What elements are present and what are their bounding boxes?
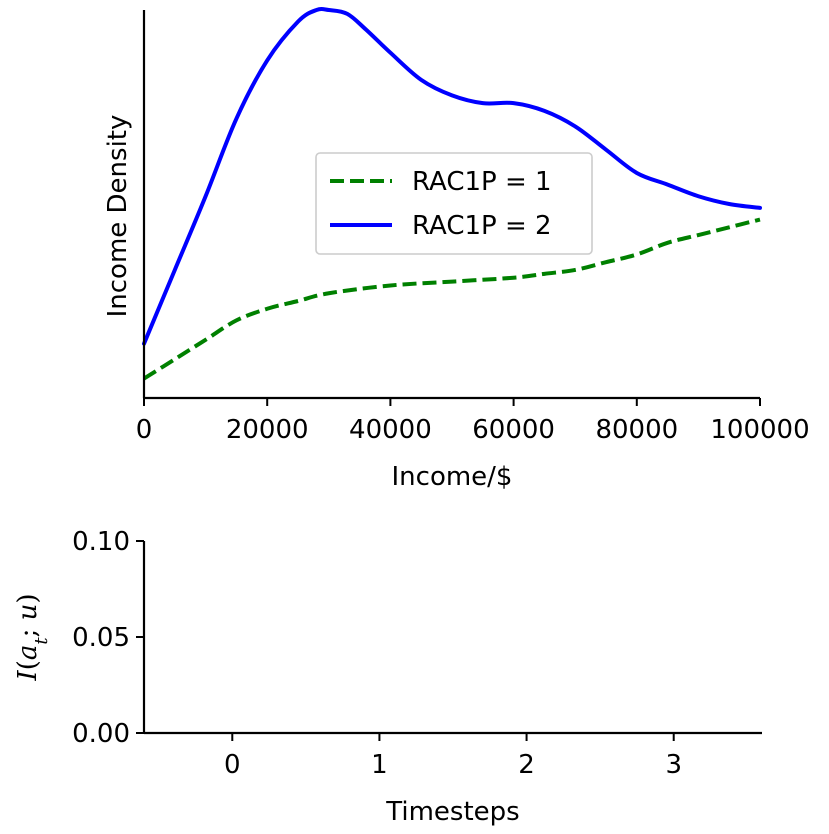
ylabel-close-paren: ) — [13, 593, 43, 603]
mutual-information-y-ticks: 0.00 0.05 0.10 — [72, 527, 144, 749]
income-density-series-group — [142, 6, 762, 381]
x-tick-label-2: 2 — [518, 750, 535, 780]
x-tick-label-60000: 60000 — [472, 415, 555, 445]
legend-label-rac1p-1: RAC1P = 1 — [412, 167, 552, 197]
legend: RAC1P = 1 RAC1P = 2 — [315, 152, 593, 255]
x-tick-label-20000: 20000 — [226, 415, 309, 445]
income-density-x-axis-label: Income/$ — [392, 462, 513, 492]
ylabel-separator: ; — [13, 620, 43, 637]
series-line-rac1p-1 — [142, 217, 761, 381]
mutual-information-x-axis-label: Timesteps — [385, 797, 519, 827]
mutual-information-x-ticks: 0 1 2 3 — [224, 733, 682, 780]
y-tick-label-0.05: 0.05 — [72, 623, 130, 653]
x-tick-label-80000: 80000 — [595, 415, 678, 445]
x-tick-label-0: 0 — [224, 750, 241, 780]
series-line-rac1p-2 — [142, 6, 762, 346]
income-density-x-ticks: 0 20000 40000 60000 80000 100000 — [136, 398, 810, 445]
mutual-information-y-axis-label: I(at; u) — [13, 593, 52, 681]
x-tick-label-40000: 40000 — [349, 415, 432, 445]
legend-label-rac1p-2: RAC1P = 2 — [412, 211, 552, 241]
ylabel-var: a — [13, 645, 43, 661]
x-tick-label-0: 0 — [136, 415, 153, 445]
y-tick-label-0.10: 0.10 — [72, 527, 130, 557]
x-tick-label-3: 3 — [665, 750, 682, 780]
x-tick-label-1: 1 — [371, 750, 388, 780]
y-tick-label-0.00: 0.00 — [72, 719, 130, 749]
income-density-y-axis-label: Income Density — [103, 115, 133, 318]
mutual-information-panel: 0 1 2 3 0.00 0.05 0.10 Timesteps I(at; u) — [13, 527, 762, 827]
ylabel-italic-prefix: I — [13, 670, 43, 682]
ylabel-second-var: u — [13, 604, 43, 621]
ylabel-subscript: t — [31, 637, 52, 645]
x-tick-label-100000: 100000 — [710, 415, 809, 445]
ylabel-open-paren: ( — [13, 660, 43, 670]
income-density-panel: 0 20000 40000 60000 80000 100000 Income/$ Inc… — [103, 6, 810, 492]
legend-frame — [315, 152, 593, 255]
